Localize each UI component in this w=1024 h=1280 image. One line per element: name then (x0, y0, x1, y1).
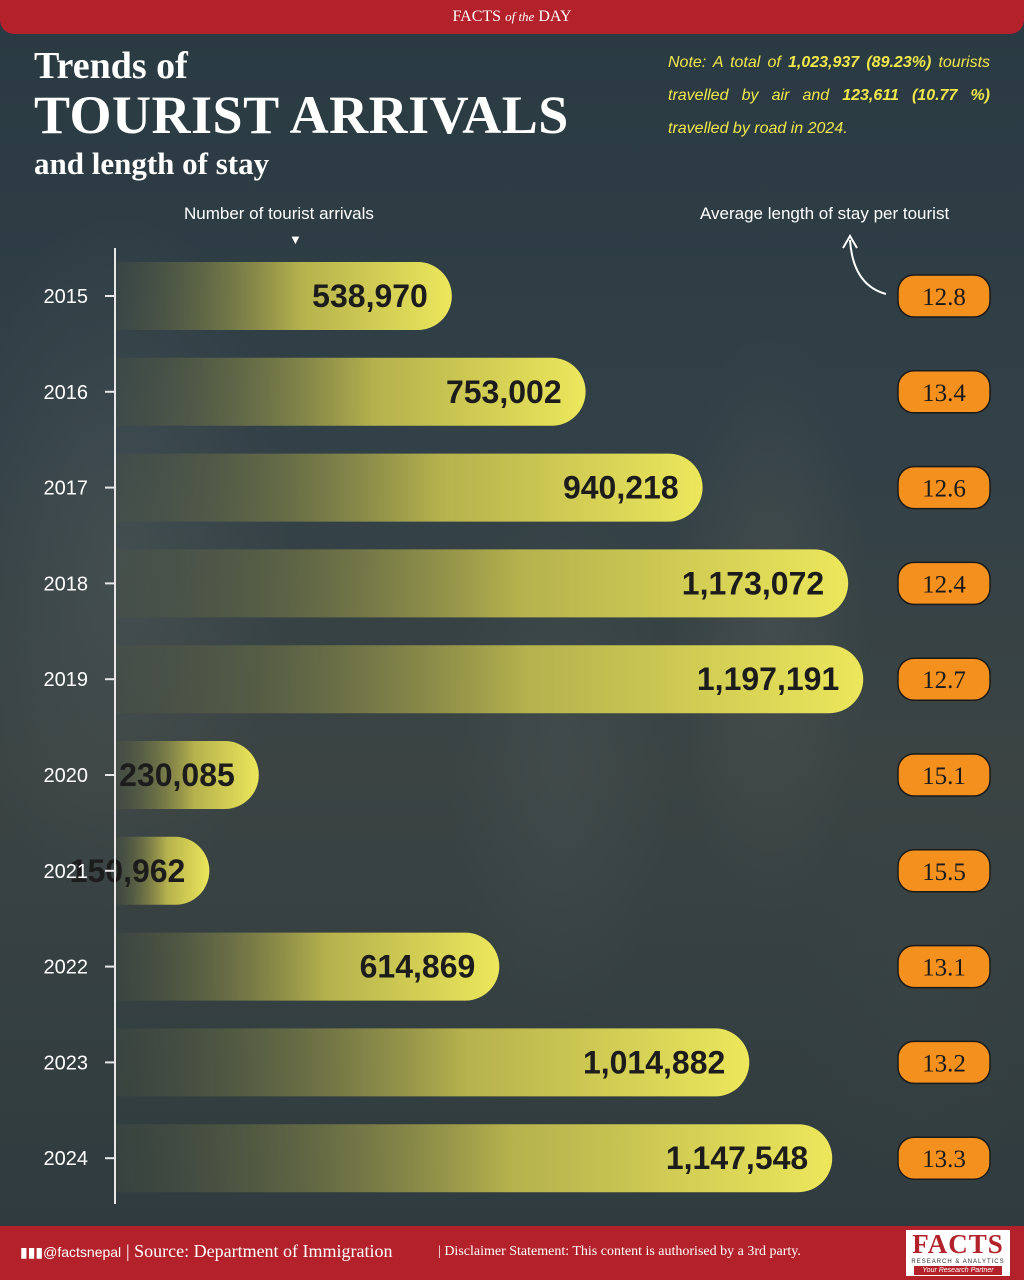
stay-value-label: 12.6 (922, 476, 966, 503)
note-middle: tourists travelled by air and (668, 54, 991, 104)
stay-value-label: 12.8 (922, 284, 966, 311)
year-label: 2020 (44, 765, 89, 787)
stay-badge (897, 657, 991, 701)
year-label: 2022 (44, 957, 89, 979)
header-facts: FACTS (452, 8, 502, 25)
stay-badge (897, 753, 991, 797)
note-road-count: 123,611 (10.77 %) (842, 87, 990, 104)
bar-2016 (115, 357, 586, 426)
stay-badge (897, 274, 991, 318)
legend-stay: Average length of stay per tourist (700, 204, 950, 223)
stay-value-label: 13.1 (922, 955, 966, 982)
bar-2019 (115, 645, 864, 714)
stay-value-label: 13.3 (922, 1146, 966, 1173)
bar-2024 (115, 1124, 833, 1193)
curved-arrow-icon (842, 234, 887, 295)
year-label: 2016 (44, 382, 89, 404)
stay-value-label: 12.4 (922, 571, 966, 598)
bar-2018 (115, 549, 849, 618)
bar-value-label: 230,085 (119, 757, 235, 793)
stay-value-label: 13.4 (922, 380, 966, 407)
down-triangle-icon: ▼ (289, 232, 302, 247)
stay-badge (897, 370, 991, 414)
facts-logo: FACTS RESEARCH & ANALYTICS Your Research… (906, 1230, 1010, 1276)
header-day: DAY (538, 8, 572, 25)
footer-disclaimer: | Disclaimer Statement: This content is … (438, 1244, 801, 1259)
stay-badge (897, 465, 991, 510)
bar-value-label: 538,970 (312, 278, 428, 314)
header-of-the: of the (505, 9, 535, 24)
year-label: 2021 (44, 861, 89, 883)
note-prefix: Note: A total of (668, 54, 788, 71)
logo-tagline: Your Research Partner (914, 1266, 1002, 1275)
bar-value-label: 1,147,548 (666, 1140, 808, 1176)
bar-value-label: 614,869 (360, 949, 476, 985)
bar-value-label: 753,002 (446, 374, 562, 410)
title-line3: and length of stay (34, 146, 270, 181)
title-line2: TOURIST ARRIVALS (34, 85, 569, 145)
stay-value-label: 12.7 (922, 667, 966, 694)
bar-value-label: 1,197,191 (697, 661, 839, 697)
bar-2020 (115, 741, 259, 809)
handle-text: @factsnepal (43, 1244, 122, 1260)
year-label: 2018 (44, 573, 89, 595)
bar-chart-icon: ▮▮▮ (20, 1244, 44, 1260)
year-label: 2017 (44, 478, 89, 500)
legend-arrivals: Number of tourist arrivals (184, 204, 374, 223)
note-text: Note: A total of 1,023,937 (89.23%) tour… (668, 46, 990, 145)
bar-2022 (115, 932, 500, 1001)
bar-2015 (115, 262, 452, 330)
stay-badge (897, 849, 991, 893)
bar-2021 (115, 836, 210, 905)
stay-value-label: 15.5 (922, 859, 966, 886)
bar-value-label: 1,014,882 (583, 1044, 725, 1080)
footer-source: | Source: Department of Immigration (126, 1241, 393, 1261)
header-bar: FACTS of the DAY (0, 0, 1024, 34)
stay-value-label: 13.2 (922, 1050, 966, 1077)
stay-value-label: 15.1 (922, 763, 966, 790)
bar-value-label: 1,173,072 (682, 565, 824, 601)
year-label: 2019 (44, 669, 89, 691)
source-text: Source: Department of Immigration (134, 1241, 393, 1261)
bar-2017 (115, 453, 703, 522)
stay-badge (897, 944, 991, 989)
year-label: 2024 (44, 1148, 89, 1170)
logo-text: FACTS (912, 1229, 1004, 1259)
arrivals-chart: 538,970 753,002 940,218 1,173,072 1,197,191 2… (44, 248, 991, 1204)
footer-bar (0, 1226, 1024, 1280)
year-label: 2015 (44, 286, 89, 308)
note-air-count: 1,023,937 (89.23%) (788, 54, 932, 71)
logo-sub: RESEARCH & ANALYTICS (911, 1259, 1005, 1265)
year-label: 2023 (44, 1052, 89, 1074)
stay-badge (897, 1136, 991, 1180)
bar-2023 (115, 1028, 750, 1097)
bar-value-label: 940,218 (563, 470, 679, 506)
note-suffix: travelled by road in 2024. (668, 120, 848, 137)
stay-badge (897, 561, 991, 606)
footer-handle: ▮▮▮@factsnepal (20, 1244, 121, 1261)
disclaimer-text: Disclaimer Statement: This content is au… (444, 1244, 801, 1259)
bar-value-label: 150,962 (70, 853, 186, 889)
stay-badge (897, 1040, 991, 1085)
title-line1: Trends of (34, 45, 188, 87)
